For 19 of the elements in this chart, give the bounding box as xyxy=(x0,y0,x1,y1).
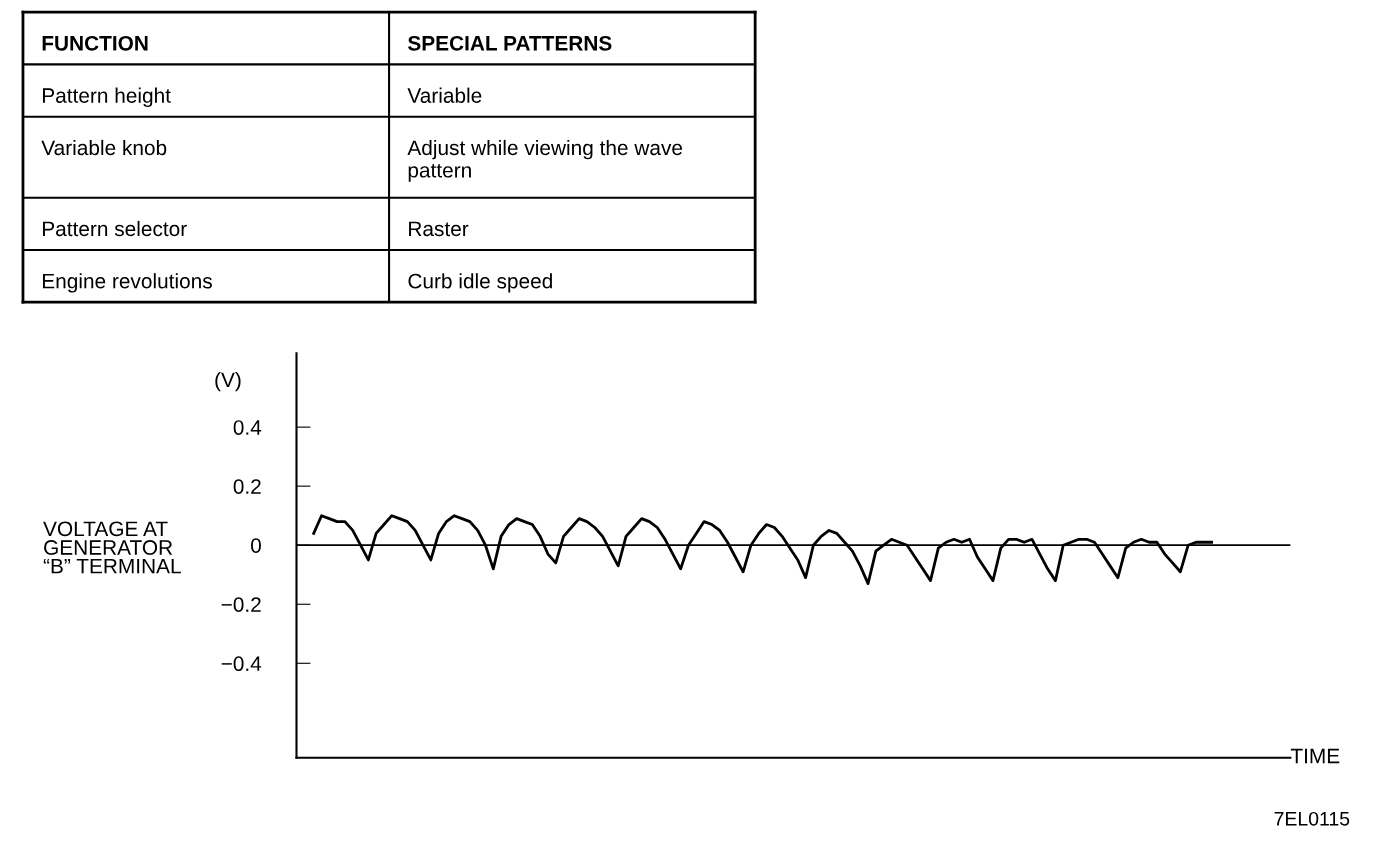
x-axis-title: TIME xyxy=(1290,748,1340,764)
text: Variable knob xyxy=(41,139,167,156)
y-tick-label: −0.2 xyxy=(221,597,261,612)
text: Curb idle speed xyxy=(408,273,552,293)
text: Raster xyxy=(409,221,469,237)
text: Pattern height xyxy=(42,87,171,108)
text: Pattern selector xyxy=(42,220,187,237)
text: SPECIAL PATTERNS xyxy=(407,35,612,51)
text: Engine revolutions xyxy=(42,273,212,293)
y-tick-label: 0.4 xyxy=(233,420,262,435)
text: Adjust while viewing the wave pattern xyxy=(407,139,683,182)
y-tick-label: 0.2 xyxy=(233,479,261,494)
y-axis-title: VOLTAGE AT GENERATOR “B” TERMINAL xyxy=(43,521,181,574)
y-tick-label: −0.4 xyxy=(221,656,262,672)
text: FUNCTION xyxy=(42,35,148,51)
y-tick-label: 0 xyxy=(251,538,261,553)
text: 7EL0115 xyxy=(1274,811,1350,826)
text: (V) xyxy=(215,371,241,392)
text: Variable xyxy=(407,87,482,103)
